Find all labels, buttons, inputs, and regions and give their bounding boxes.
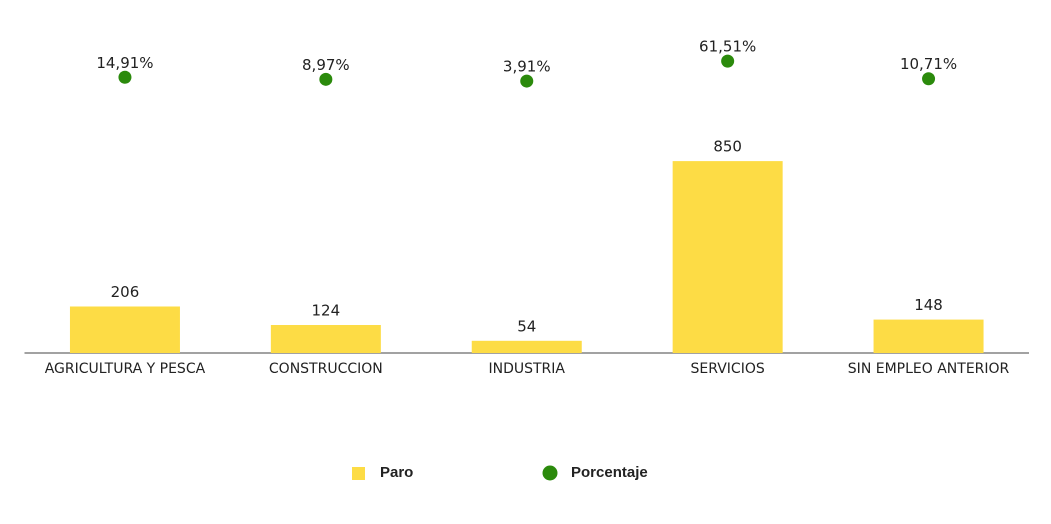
bar [672, 161, 783, 353]
dot-value-label: 14,91% [96, 54, 153, 72]
bar-value-label: 124 [312, 302, 341, 320]
bar-value-label: 148 [914, 296, 943, 314]
x-tick-label: SIN EMPLEO ANTERIOR [848, 361, 1010, 377]
x-tick-label: CONSTRUCCION [269, 361, 383, 377]
dot [520, 74, 534, 88]
x-tick-label: AGRICULTURA Y PESCA [45, 361, 206, 377]
bar-value-label: 54 [517, 317, 536, 335]
legend-swatch [352, 467, 365, 480]
dot-value-label: 3,91% [503, 58, 551, 76]
dot-value-label: 8,97% [302, 56, 350, 74]
dot [721, 54, 735, 68]
x-tick-label: SERVICIOS [691, 361, 765, 377]
dot-value-label: 10,71% [900, 55, 957, 73]
legend-label: Porcentaje [571, 464, 648, 481]
bar [471, 340, 582, 353]
bar [270, 325, 381, 353]
dot-value-label: 61,51% [699, 38, 756, 56]
legend-label: Paro [380, 464, 413, 481]
bar-value-label: 206 [111, 283, 140, 301]
dot [118, 70, 132, 84]
bar [69, 306, 180, 353]
bar [873, 319, 984, 353]
legend-swatch [542, 465, 558, 481]
dot [922, 72, 936, 86]
dot [319, 72, 333, 86]
x-tick-label: INDUSTRIA [488, 361, 565, 377]
bar-value-label: 850 [713, 138, 742, 156]
